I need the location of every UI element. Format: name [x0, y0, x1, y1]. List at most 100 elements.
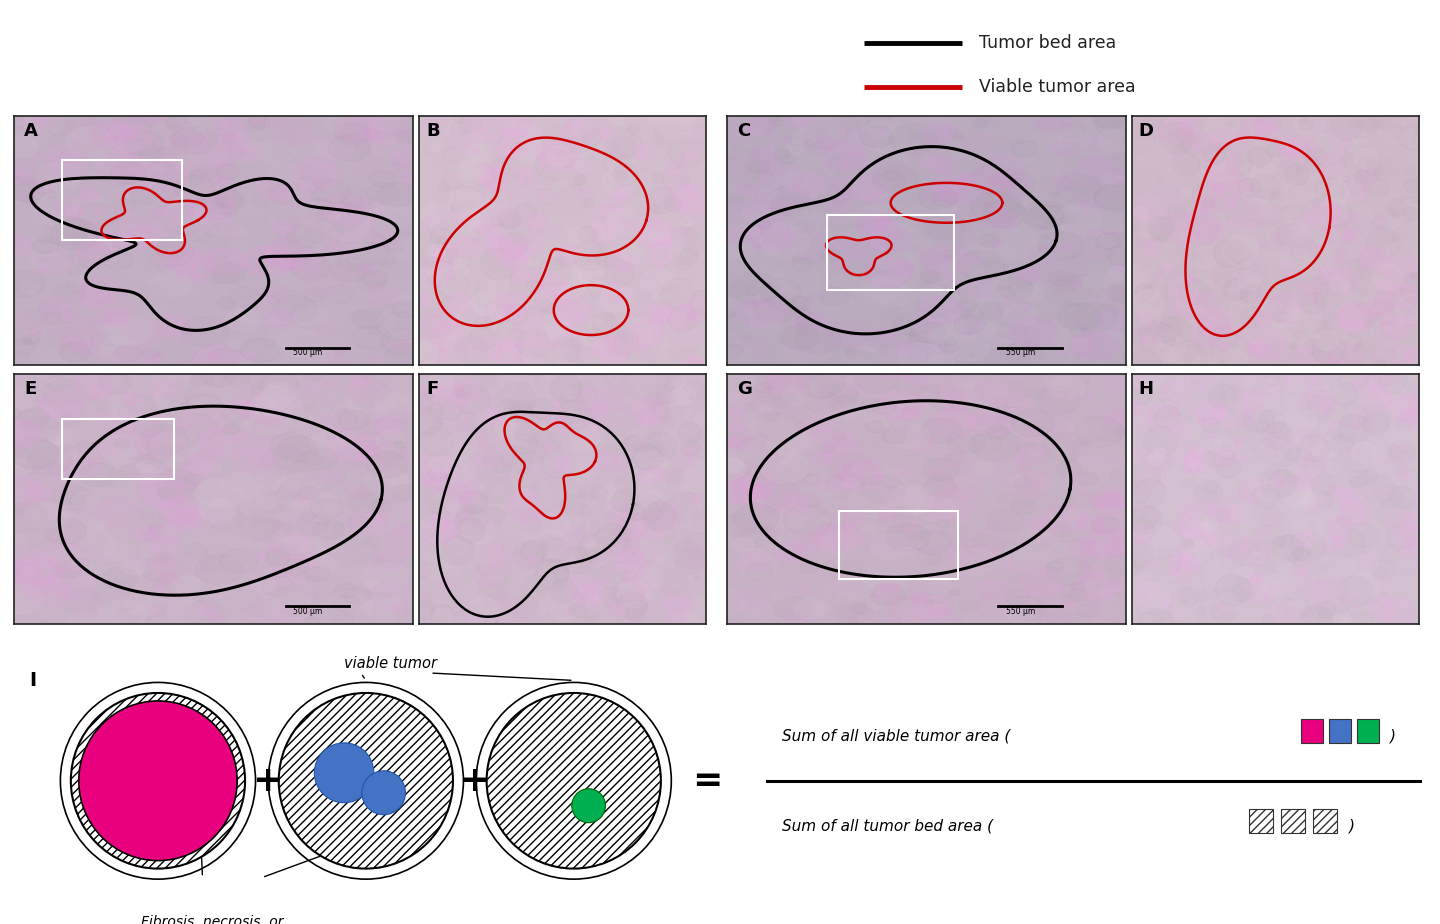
- Text: A: A: [24, 122, 39, 140]
- Circle shape: [194, 206, 223, 225]
- Circle shape: [567, 135, 593, 158]
- Circle shape: [1104, 485, 1140, 507]
- Circle shape: [1303, 249, 1335, 275]
- Circle shape: [488, 597, 501, 609]
- Circle shape: [936, 124, 958, 138]
- Circle shape: [750, 225, 765, 233]
- Circle shape: [469, 220, 488, 237]
- Circle shape: [662, 425, 688, 448]
- Circle shape: [347, 597, 373, 614]
- Circle shape: [501, 303, 526, 324]
- Circle shape: [821, 437, 865, 464]
- Bar: [1313, 809, 1336, 833]
- Circle shape: [1286, 201, 1318, 228]
- Circle shape: [9, 339, 36, 356]
- Circle shape: [1282, 204, 1305, 225]
- Circle shape: [799, 418, 829, 436]
- Circle shape: [343, 244, 374, 263]
- Circle shape: [444, 495, 475, 523]
- Circle shape: [456, 112, 480, 132]
- Circle shape: [374, 418, 403, 435]
- Circle shape: [897, 369, 917, 381]
- Circle shape: [304, 287, 325, 301]
- Circle shape: [444, 496, 449, 502]
- Circle shape: [429, 373, 454, 395]
- Circle shape: [1391, 213, 1427, 244]
- Circle shape: [1328, 517, 1352, 538]
- Circle shape: [1192, 202, 1218, 225]
- Circle shape: [42, 411, 72, 430]
- Circle shape: [1103, 378, 1128, 394]
- Circle shape: [177, 598, 189, 605]
- Circle shape: [589, 318, 608, 334]
- Circle shape: [308, 157, 334, 173]
- Circle shape: [609, 564, 638, 589]
- Circle shape: [1266, 383, 1283, 399]
- Circle shape: [608, 434, 631, 455]
- Circle shape: [298, 379, 327, 396]
- Circle shape: [310, 178, 350, 204]
- Circle shape: [382, 326, 418, 349]
- Circle shape: [441, 289, 452, 299]
- Circle shape: [527, 243, 556, 269]
- Circle shape: [1182, 538, 1192, 546]
- Circle shape: [455, 384, 491, 415]
- Circle shape: [516, 166, 533, 182]
- Circle shape: [796, 316, 809, 325]
- Circle shape: [1148, 452, 1162, 466]
- Circle shape: [804, 474, 821, 485]
- Circle shape: [1020, 561, 1048, 579]
- Circle shape: [950, 562, 968, 573]
- Circle shape: [1300, 433, 1326, 456]
- Circle shape: [963, 337, 984, 350]
- Circle shape: [364, 117, 408, 145]
- Circle shape: [465, 342, 477, 351]
- Circle shape: [622, 218, 636, 229]
- Circle shape: [428, 244, 445, 260]
- Circle shape: [501, 382, 534, 411]
- Circle shape: [523, 606, 543, 624]
- Circle shape: [1388, 284, 1418, 310]
- Circle shape: [719, 481, 755, 505]
- Circle shape: [130, 555, 164, 578]
- Circle shape: [1146, 195, 1155, 202]
- Circle shape: [174, 473, 200, 490]
- Bar: [1282, 809, 1305, 833]
- Circle shape: [161, 251, 171, 258]
- Circle shape: [1231, 270, 1253, 288]
- Circle shape: [713, 424, 750, 448]
- Circle shape: [145, 530, 161, 541]
- Circle shape: [115, 345, 141, 361]
- Circle shape: [168, 508, 203, 529]
- Circle shape: [1187, 523, 1217, 551]
- Circle shape: [109, 154, 145, 176]
- Circle shape: [685, 522, 698, 533]
- Circle shape: [1388, 234, 1414, 256]
- Circle shape: [448, 189, 482, 220]
- Circle shape: [485, 352, 510, 373]
- Circle shape: [1210, 326, 1238, 351]
- Circle shape: [1122, 553, 1146, 573]
- Circle shape: [68, 269, 81, 277]
- Circle shape: [642, 432, 677, 462]
- Circle shape: [1356, 157, 1382, 180]
- Circle shape: [1192, 260, 1201, 267]
- Circle shape: [890, 124, 937, 154]
- Circle shape: [454, 383, 471, 397]
- Circle shape: [1397, 609, 1420, 627]
- Circle shape: [618, 578, 644, 602]
- Circle shape: [937, 377, 982, 405]
- Circle shape: [710, 449, 749, 474]
- Circle shape: [302, 372, 310, 377]
- Circle shape: [153, 177, 167, 187]
- Circle shape: [1380, 591, 1387, 598]
- Circle shape: [1364, 486, 1372, 494]
- Circle shape: [1295, 565, 1303, 573]
- Circle shape: [9, 169, 29, 182]
- Circle shape: [841, 556, 848, 561]
- Circle shape: [380, 328, 423, 355]
- Circle shape: [1092, 516, 1119, 533]
- Circle shape: [1189, 228, 1197, 236]
- Circle shape: [1351, 573, 1380, 598]
- Circle shape: [657, 555, 665, 564]
